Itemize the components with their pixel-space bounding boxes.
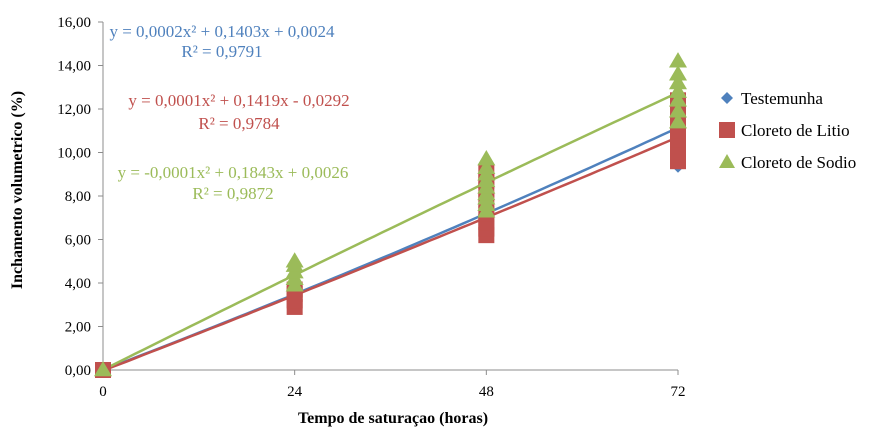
y-tick-label: 16,00 <box>57 15 91 31</box>
trend-r-squared: R² = 0,9791 <box>181 42 262 61</box>
y-tick-label: 14,00 <box>57 59 91 75</box>
data-point <box>94 361 112 377</box>
data-point <box>285 252 304 268</box>
y-tick-label: 4,00 <box>65 276 91 292</box>
data-point <box>477 150 496 166</box>
trendlines <box>102 91 679 372</box>
legend-marker-square <box>719 122 735 138</box>
x-tick-label: 48 <box>479 384 494 400</box>
data-point <box>669 91 687 107</box>
trend-equation: y = 0,0001x² + 0,1419x - 0,0292 <box>128 91 349 110</box>
legend-label: Cloreto de Sodio <box>741 153 856 172</box>
trend-r-squared: R² = 0,9784 <box>198 114 280 133</box>
y-axis-title: Inchamento volumetrico (%) <box>9 91 26 289</box>
data-point <box>669 73 687 90</box>
x-tick-label: 72 <box>671 384 686 400</box>
y-tick-label: 8,00 <box>65 189 91 205</box>
data-point <box>669 52 687 68</box>
legend-marker-triangle <box>719 154 735 168</box>
legend: Testemunha Cloreto de Litio Cloreto de Sod… <box>719 89 856 172</box>
y-tick-label: 0,00 <box>65 363 91 379</box>
y-tick-label: 6,00 <box>65 233 91 249</box>
x-tick-label: 0 <box>99 384 107 400</box>
data-point <box>669 102 687 118</box>
data-point <box>477 158 496 175</box>
trend-r-squared: R² = 0,9872 <box>192 184 273 203</box>
trend-equation: y = -0,0001x² + 0,1843x + 0,0026 <box>118 163 349 182</box>
x-tick-label: 24 <box>287 384 303 400</box>
y-tick-label: 2,00 <box>65 320 91 336</box>
legend-label: Testemunha <box>741 89 823 108</box>
axes: 0,00 2,00 4,00 6,00 8,00 10,00 12,00 14,00 16,00… <box>57 15 685 400</box>
data-points <box>94 52 687 378</box>
x-axis-title: Tempo de saturaçao (horas) <box>298 410 488 427</box>
y-tick-label: 10,00 <box>57 146 91 162</box>
trendline <box>102 91 679 372</box>
legend-label: Cloreto de Litio <box>741 121 850 140</box>
legend-marker-diamond <box>721 92 733 104</box>
data-point <box>669 65 687 81</box>
trendline <box>102 135 679 372</box>
data-point <box>669 113 687 129</box>
y-tick-label: 12,00 <box>57 102 91 118</box>
trend-equation: y = 0,0002x² + 0,1403x + 0,0024 <box>109 22 335 41</box>
data-point <box>669 82 687 98</box>
